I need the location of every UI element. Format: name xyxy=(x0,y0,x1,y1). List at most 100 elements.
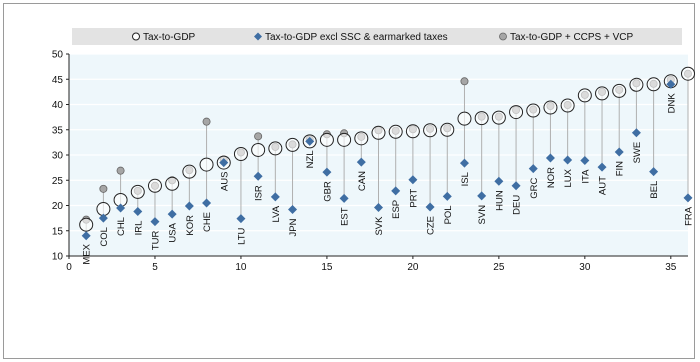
point-tax-to-gdp-excl-ssc xyxy=(683,193,693,203)
country-label: LUX xyxy=(563,168,574,187)
x-tick-label: 5 xyxy=(152,262,158,273)
y-tick-label: 45 xyxy=(52,75,64,86)
point-tax-to-gdp xyxy=(474,111,489,126)
point-tax-to-gdp xyxy=(319,132,334,147)
country-label: COL xyxy=(99,227,110,247)
point-tax-to-gdp-excl-ssc xyxy=(322,167,332,177)
country-label: FIN xyxy=(615,161,626,176)
point-tax-to-gdp xyxy=(268,141,283,156)
point-tax-to-gdp xyxy=(629,77,644,92)
point-tax-to-gdp-excl-ssc xyxy=(649,167,659,177)
country-label: JPN xyxy=(288,218,299,236)
country-label: DNK xyxy=(666,93,677,114)
point-tax-to-gdp xyxy=(509,105,524,120)
country-label: CHE xyxy=(202,212,213,232)
point-tax-to-gdp-excl-ssc xyxy=(167,209,177,219)
point-tax-to-gdp-excl-ssc xyxy=(494,176,504,186)
point-tax-to-gdp xyxy=(388,124,403,139)
country-label: MEX xyxy=(82,243,93,264)
country-label: KOR xyxy=(185,215,196,236)
point-tax-to-gdp xyxy=(543,100,558,115)
point-tax-to-gdp xyxy=(147,178,162,193)
country-label: PRT xyxy=(408,189,419,208)
point-tax-to-gdp xyxy=(457,111,472,126)
point-tax-to-gdp-excl-ssc xyxy=(477,191,487,201)
point-tax-to-gdp-ccps-vcp xyxy=(202,117,211,126)
y-tick-label: 30 xyxy=(52,151,64,162)
point-tax-to-gdp-excl-ssc xyxy=(408,175,418,185)
point-tax-to-gdp xyxy=(612,83,627,98)
point-tax-to-gdp-excl-ssc xyxy=(666,79,676,89)
point-tax-to-gdp xyxy=(79,217,94,232)
point-tax-to-gdp-excl-ssc xyxy=(391,186,401,196)
country-label: AUT xyxy=(598,176,609,195)
y-tick-label: 40 xyxy=(52,100,64,111)
country-label: ISL xyxy=(460,172,471,186)
country-label: EST xyxy=(340,207,351,226)
country-label: AUS xyxy=(219,172,230,192)
legend-diamond-icon xyxy=(254,32,262,41)
country-label: SWE xyxy=(632,142,643,164)
legend-open-circle-icon xyxy=(132,32,140,41)
point-tax-to-gdp-excl-ssc xyxy=(631,128,641,138)
country-label: HUN xyxy=(494,190,505,211)
point-tax-to-gdp xyxy=(233,146,248,161)
legend-grey-circle-icon xyxy=(499,32,507,41)
y-tick-label: 50 xyxy=(52,50,64,61)
country-label: CHL xyxy=(116,217,127,236)
point-tax-to-gdp-excl-ssc xyxy=(511,181,521,191)
point-tax-to-gdp xyxy=(251,142,266,157)
country-label: GBR xyxy=(322,181,333,202)
point-tax-to-gdp-excl-ssc xyxy=(133,207,143,217)
point-tax-to-gdp xyxy=(182,164,197,179)
axes: 10 15 20 25 30 35 40 45 50 0 5 10 15 20 25 30 35 xyxy=(52,50,688,273)
country-label: SVN xyxy=(477,205,488,225)
point-tax-to-gdp-excl-ssc xyxy=(81,231,91,241)
point-tax-to-gdp xyxy=(405,124,420,139)
country-label: ESP xyxy=(391,200,402,219)
point-tax-to-gdp-excl-ssc xyxy=(202,198,212,208)
legend-label: Tax-to-GDP xyxy=(143,32,196,43)
point-tax-to-gdp-ccps-vcp xyxy=(116,166,125,175)
x-tick-label: 0 xyxy=(66,262,72,273)
point-tax-to-gdp-ccps-vcp xyxy=(254,132,263,141)
point-tax-to-gdp-ccps-vcp xyxy=(460,77,469,86)
point-tax-to-gdp xyxy=(681,66,695,81)
legend: Tax-to-GDP Tax-to-GDP excl SSC & earmarke… xyxy=(72,28,682,45)
point-tax-to-gdp-excl-ssc xyxy=(459,158,469,168)
point-tax-to-gdp xyxy=(199,157,214,172)
point-tax-to-gdp xyxy=(371,125,386,140)
point-tax-to-gdp-excl-ssc xyxy=(374,203,383,213)
point-tax-to-gdp-excl-ssc xyxy=(528,164,538,174)
point-tax-to-gdp-excl-ssc xyxy=(580,156,590,166)
point-tax-to-gdp-excl-ssc xyxy=(184,201,194,211)
country-label: GRC xyxy=(529,178,540,199)
x-tick-label: 20 xyxy=(407,262,419,273)
point-tax-to-gdp-excl-ssc xyxy=(305,136,315,146)
x-tick-label: 35 xyxy=(665,262,677,273)
y-tick-label: 15 xyxy=(52,226,64,237)
country-label: POL xyxy=(443,205,454,224)
x-tick-label: 10 xyxy=(235,262,247,273)
country-label: CAN xyxy=(357,171,368,191)
country-label: IRL xyxy=(133,221,144,236)
point-tax-to-gdp-excl-ssc xyxy=(339,193,349,203)
legend-label: Tax-to-GDP excl SSC & earmarked taxes xyxy=(265,32,448,43)
point-tax-to-gdp-excl-ssc xyxy=(270,192,280,202)
point-tax-to-gdp-excl-ssc xyxy=(219,158,229,168)
point-tax-to-gdp xyxy=(526,103,541,118)
country-label: DEU xyxy=(512,195,523,215)
point-tax-to-gdp xyxy=(560,98,575,113)
legend-bar xyxy=(72,28,682,45)
point-tax-to-gdp-excl-ssc xyxy=(614,147,624,157)
point-tax-to-gdp-excl-ssc xyxy=(253,171,263,181)
point-tax-to-gdp xyxy=(491,110,506,125)
point-tax-to-gdp-excl-ssc xyxy=(563,155,573,165)
point-tax-to-gdp xyxy=(337,132,352,147)
point-tax-to-gdp-excl-ssc xyxy=(442,191,452,201)
point-tax-to-gdp-excl-ssc xyxy=(98,213,108,223)
point-tax-to-gdp-excl-ssc xyxy=(116,203,126,213)
country-labels: MEX COL CHL IRL TUR USA KOR CHE AUS LTU ISR LVA JPN N… xyxy=(82,93,695,265)
markers xyxy=(79,66,695,241)
x-tick-label: 30 xyxy=(579,262,591,273)
